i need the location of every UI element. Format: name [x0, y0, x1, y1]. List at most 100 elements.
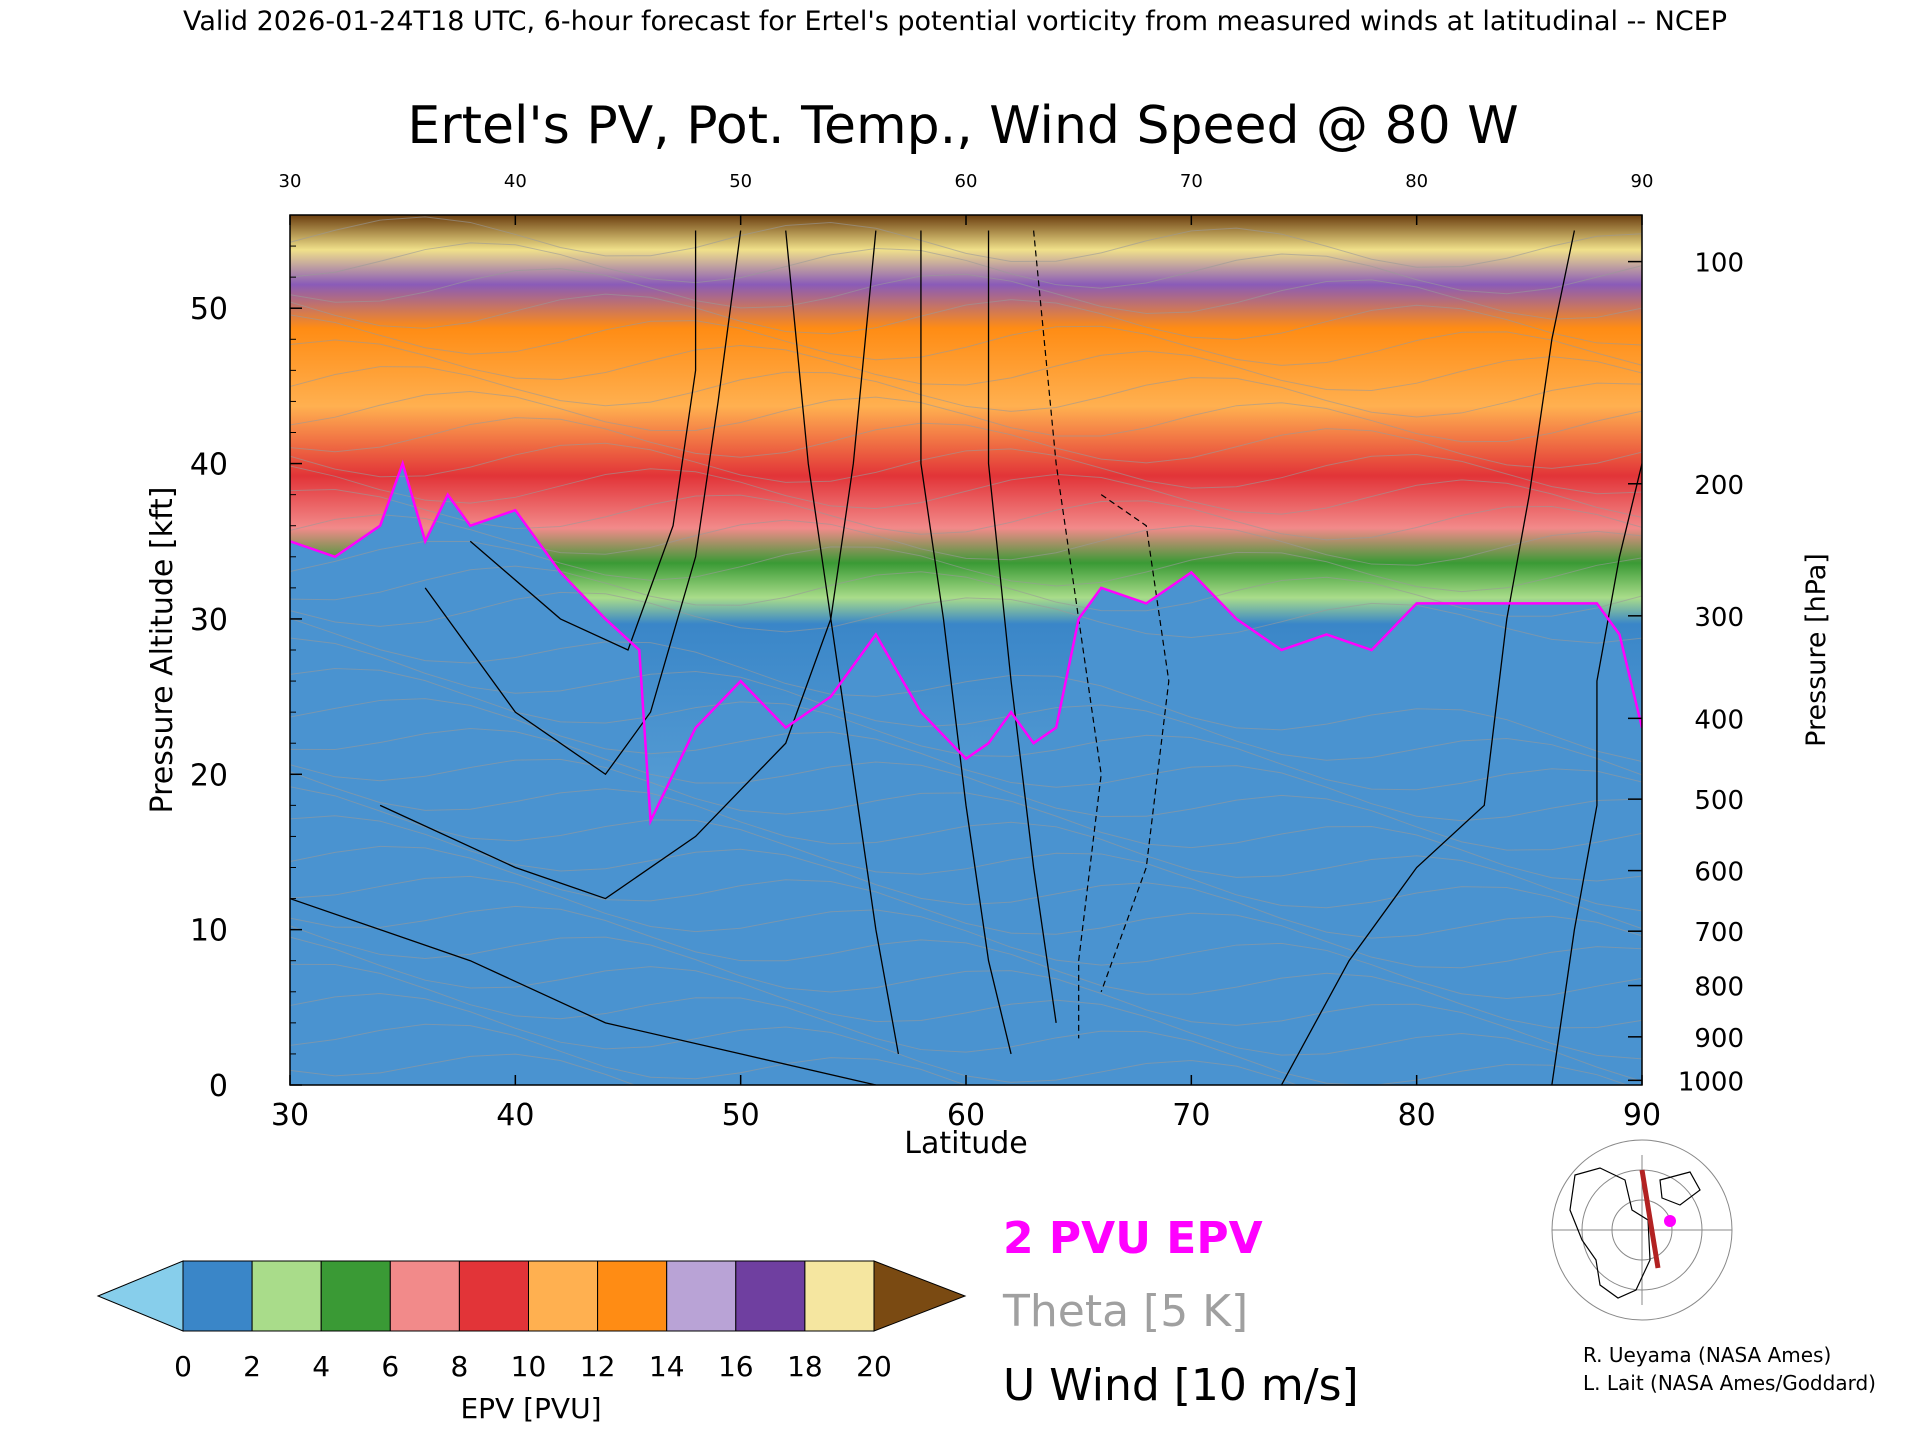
- theta-contour-line: [290, 339, 1642, 392]
- theta-contour-line: [290, 216, 1642, 268]
- legend-item: 2 PVU EPV: [1003, 1213, 1263, 1264]
- theta-contour-line: [290, 488, 1642, 541]
- pressure-tick-label: 900: [1694, 1024, 1744, 1054]
- wind-contour-line: [290, 897, 877, 1085]
- troposphere-fill: [290, 463, 1642, 1085]
- theta-contour-line: [290, 514, 1642, 566]
- legend-item: Theta [5 K]: [1002, 1286, 1248, 1337]
- wind-contour-line: [785, 230, 900, 1055]
- pressure-tick-label: 700: [1694, 918, 1744, 948]
- x-tick-label: 30: [271, 1098, 309, 1133]
- colorbar-tick-label: 10: [511, 1350, 547, 1383]
- colorbar-cell: [735, 1260, 806, 1332]
- colorbar-max-arrow: [873, 1260, 967, 1332]
- theta-contour-line: [290, 442, 1642, 495]
- wind-contour-line: [379, 230, 877, 900]
- y-tick-label: 20: [190, 758, 228, 793]
- credit-line-2: L. Lait (NASA Ames/Goddard): [1583, 1371, 1876, 1395]
- x-tick-label: 40: [496, 1098, 534, 1133]
- two-pvu-contour: [290, 459, 1642, 826]
- pressure-tick-label: 200: [1694, 471, 1744, 501]
- wind-contour-line: [424, 230, 742, 776]
- legend: 2 PVU EPV Theta [5 K] U Wind [10 m/s]: [1002, 1213, 1359, 1411]
- cross-section-line: [1639, 1169, 1661, 1269]
- header-title: Valid 2026-01-24T18 UTC, 6-hour forecast…: [183, 6, 1727, 37]
- colorbar-tick-label: 16: [718, 1350, 754, 1383]
- colorbar-cell: [182, 1260, 253, 1332]
- theta-contour-line: [290, 815, 1642, 939]
- theta-contour-line: [290, 565, 1642, 617]
- legend-item: U Wind [10 m/s]: [1003, 1360, 1359, 1411]
- theta-contour-line: [290, 268, 1642, 320]
- y-axis-left: 0 10 20 30 40 50: [190, 245, 302, 1104]
- y-tick-label: 50: [190, 292, 228, 327]
- wind-contour-line: [920, 230, 1012, 1055]
- colorbar-min-arrow: [96, 1260, 184, 1332]
- theta-contour-line: [290, 637, 1642, 776]
- colorbar-ticks: 0 2 4 6 8 10 12 14 16 18 20: [174, 1350, 892, 1383]
- pressure-tick-label: 500: [1694, 786, 1744, 816]
- theta-contour-line: [290, 540, 1642, 593]
- y-tick-label: 10: [190, 914, 228, 949]
- y-axis-label: Pressure Altitude [kft]: [145, 487, 180, 814]
- colorbar-cell: [389, 1260, 460, 1332]
- colorbar-cell: [804, 1260, 875, 1332]
- colorbar-tick-label: 4: [312, 1350, 330, 1383]
- y-tick-label: 40: [190, 448, 228, 483]
- y2-axis-label: Pressure [hPa]: [1801, 553, 1832, 747]
- colorbar-tick-label: 20: [856, 1350, 892, 1383]
- x-tick-label: 90: [1623, 1098, 1661, 1133]
- theta-contour-line: [290, 698, 1642, 822]
- theta-contour-line: [290, 591, 1642, 644]
- x-tick-label: 60: [947, 1098, 985, 1133]
- theta-contour-line: [290, 417, 1642, 469]
- theta-contour-line: [290, 758, 1642, 882]
- locator-map: [1543, 1139, 1741, 1321]
- colorbar-tick-label: 18: [787, 1350, 823, 1383]
- u-wind-contours: [290, 230, 1642, 1085]
- x-axis-top: 30 40 50 60 70 80 90: [279, 171, 1654, 225]
- x-top-tick-label: 80: [1405, 171, 1428, 192]
- x-tick-label: 70: [1172, 1098, 1210, 1133]
- theta-contour-line: [290, 875, 1642, 1000]
- colorbar-cell: [597, 1260, 668, 1332]
- colorbar-cell: [251, 1260, 322, 1332]
- x-top-tick-label: 50: [729, 171, 752, 192]
- wind-contour-line: [987, 230, 1057, 1023]
- theta-contour-line: [290, 1053, 636, 1085]
- pressure-tick-label: 600: [1694, 858, 1744, 888]
- colorbar-tick-label: 12: [580, 1350, 616, 1383]
- theta-contour-line: [290, 905, 1642, 1029]
- colorbar-label: EPV [PVU]: [460, 1392, 601, 1425]
- pressure-tick-label: 100: [1694, 249, 1744, 279]
- theta-contour-line: [290, 293, 1642, 346]
- x-top-tick-label: 90: [1631, 171, 1654, 192]
- x-tick-label: 50: [722, 1098, 760, 1133]
- x-tick-label: 80: [1398, 1098, 1436, 1133]
- colorbar-cell: [320, 1260, 391, 1332]
- colorbar-tick-label: 0: [174, 1350, 192, 1383]
- theta-contour-line: [290, 936, 1642, 1082]
- colorbar-tick-label: 8: [450, 1350, 468, 1383]
- plot-area: [290, 215, 1642, 1085]
- theta-contour-line: [290, 728, 1642, 851]
- y-tick-label: 30: [190, 603, 228, 638]
- credit-line-1: R. Ueyama (NASA Ames): [1583, 1343, 1831, 1367]
- wind-contour-line: [469, 230, 697, 651]
- theta-contour-line: [290, 366, 1642, 418]
- theta-contour-line: [290, 390, 1642, 443]
- theta-contour-line: [290, 771, 1642, 912]
- wind-contour-line: [1551, 463, 1642, 1085]
- pressure-tick-label: 300: [1694, 603, 1744, 633]
- colorbar-tick-label: 14: [649, 1350, 685, 1383]
- x-top-tick-label: 60: [955, 171, 978, 192]
- wind-contour-line: [1280, 230, 1576, 1085]
- theta-contour-line: [290, 314, 1642, 366]
- theta-contour-line: [290, 1023, 968, 1085]
- x-top-tick-label: 40: [504, 171, 527, 192]
- wind-contour-dashed: [1100, 494, 1170, 992]
- colorbar: 0 2 4 6 8 10 12 14 16 18 20 EPV [PVU]: [96, 1260, 967, 1425]
- y-axis-right: 100 200 300 400 500 600 700 800 900 1000: [1628, 249, 1744, 1097]
- theta-contour-line: [290, 925, 1642, 1060]
